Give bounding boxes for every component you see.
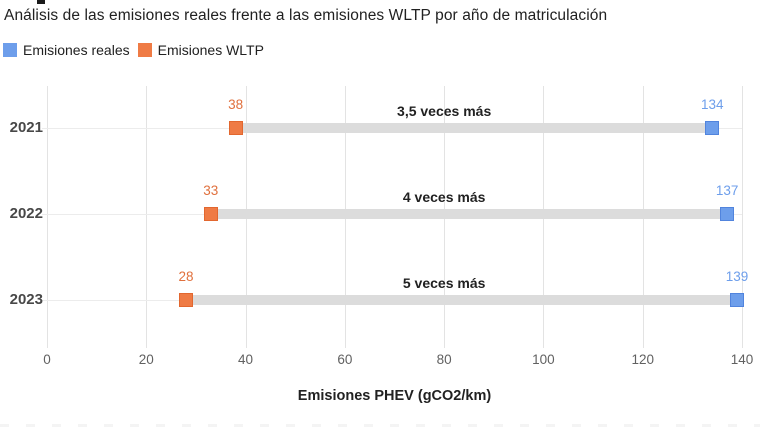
gridline-x-0 (47, 86, 48, 348)
category-label-2023: 2023 (9, 291, 43, 308)
value-label-real-2023: 139 (725, 269, 749, 284)
legend-item-emisiones-wltp[interactable]: Emisiones WLTP (137, 42, 264, 58)
chart-title: Análisis de las emisiones reales frente … (4, 7, 608, 24)
x-axis-title: Emisiones PHEV (gCO2/km) (297, 388, 492, 404)
x-tick-label-40: 40 (238, 352, 254, 367)
value-label-wltp-2021: 38 (228, 97, 244, 112)
dumbbell-connector-2021[interactable] (235, 123, 713, 133)
annotation-2022: 4 veces más (402, 189, 486, 205)
dumbbell-connector-2022[interactable] (210, 209, 728, 219)
marker-real-2023[interactable] (730, 293, 745, 307)
annotation-2021: 3,5 veces más (397, 103, 492, 119)
x-tick-label-100: 100 (532, 352, 555, 367)
value-label-wltp-2022: 33 (203, 183, 219, 198)
gridline-x-20 (146, 86, 148, 348)
x-tick-label-120: 120 (631, 352, 654, 367)
annotation-2023: 5 veces más (402, 275, 486, 291)
x-tick-label-60: 60 (337, 352, 353, 367)
legend-label: Emisiones WLTP (157, 42, 264, 58)
x-tick-label-0: 0 (43, 352, 51, 367)
plot-area: 38 134 3,5 veces más 33 137 4 veces más 28 139 5… (42, 86, 748, 348)
marker-wltp-2022[interactable] (203, 207, 218, 221)
gridline-x-140 (742, 86, 743, 348)
legend-swatch-orange-icon (137, 43, 152, 57)
value-label-real-2022: 137 (715, 183, 739, 198)
x-tick-label-20: 20 (138, 352, 154, 367)
cutoff-text-fragment-bottom (0, 424, 760, 427)
value-label-real-2021: 134 (700, 97, 724, 112)
marker-wltp-2023[interactable] (179, 293, 193, 307)
dumbbell-connector-2023[interactable] (186, 295, 738, 305)
x-tick-label-140: 140 (730, 352, 754, 367)
marker-real-2021[interactable] (705, 121, 720, 135)
chart-legend: Emisiones reales Emisiones WLTP (3, 42, 264, 58)
value-label-wltp-2023: 28 (178, 269, 194, 284)
legend-swatch-blue-icon (3, 43, 17, 57)
category-label-2022: 2022 (9, 205, 43, 222)
legend-item-emisiones-reales[interactable]: Emisiones reales (3, 42, 130, 58)
marker-wltp-2021[interactable] (228, 121, 243, 135)
marker-real-2022[interactable] (720, 207, 735, 221)
x-tick-label-80: 80 (436, 352, 452, 367)
cutoff-text-fragment-top (37, 0, 45, 4)
legend-label: Emisiones reales (23, 42, 130, 58)
category-label-2021: 2021 (9, 119, 43, 136)
